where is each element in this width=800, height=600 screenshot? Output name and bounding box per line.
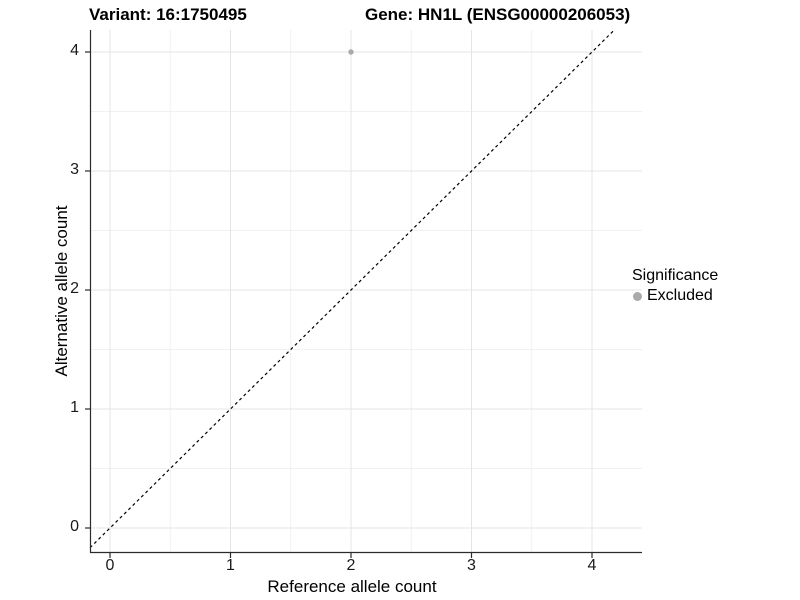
x-tick-label: 3 xyxy=(467,557,476,574)
identity-reference-line xyxy=(89,29,615,549)
x-tick-label: 1 xyxy=(226,557,235,574)
y-axis-title: Alternative allele count xyxy=(52,205,71,377)
x-axis-title: Reference allele count xyxy=(267,577,437,596)
y-tick-label: 1 xyxy=(70,399,79,417)
x-tick-label: 2 xyxy=(346,557,356,574)
x-tick-label: 0 xyxy=(105,557,115,574)
y-tick-label: 4 xyxy=(70,42,79,60)
x-axis-tick-labels: 0 1 2 3 4 xyxy=(90,557,642,577)
data-point-excluded xyxy=(348,49,354,55)
excluded-point-icon xyxy=(633,291,642,301)
y-tick-label: 0 xyxy=(70,518,79,536)
legend-entry-label: Excluded xyxy=(647,287,713,304)
y-axis-tick-labels: 0 1 2 3 4 xyxy=(0,30,90,553)
x-tick-label: 4 xyxy=(587,557,597,574)
y-tick-label: 3 xyxy=(70,161,79,179)
legend: Significance Excluded xyxy=(630,267,718,305)
variant-title: Variant: 16:1750495 xyxy=(89,5,247,24)
legend-title: Significance xyxy=(632,267,719,284)
y-tick-label: 2 xyxy=(70,280,79,298)
plot-canvas xyxy=(85,29,642,558)
legend-entry-excluded: Excluded xyxy=(630,287,718,305)
plot-panel xyxy=(85,29,642,558)
gene-title: Gene: HN1L (ENSG00000206053) xyxy=(365,5,631,24)
